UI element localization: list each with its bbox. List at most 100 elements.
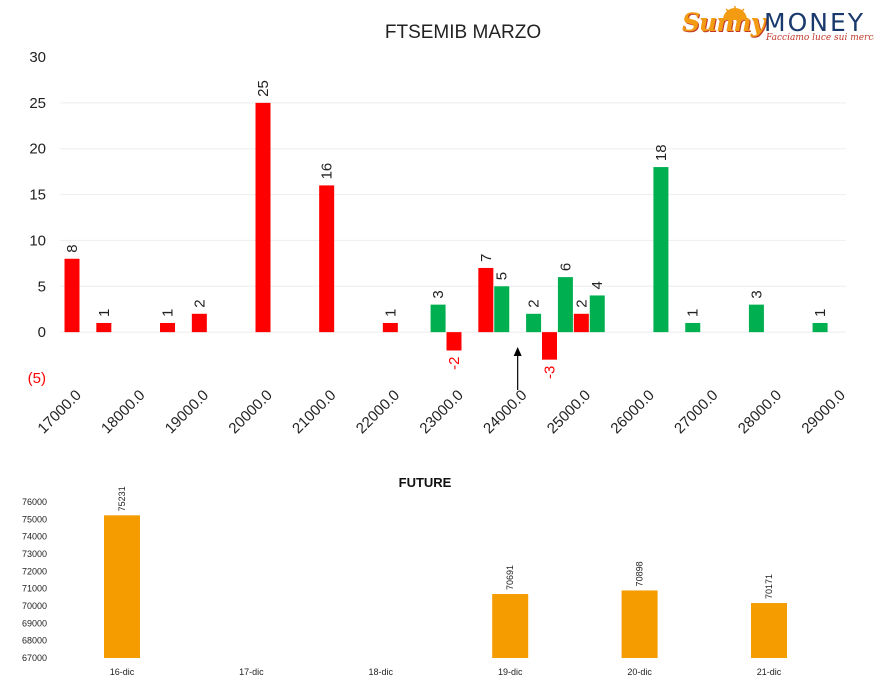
y-tick-label: 15 <box>29 187 46 204</box>
annotation-arrow-head <box>513 347 522 356</box>
x-tick-label: 18000.0 <box>98 387 148 437</box>
sun-icon <box>723 6 747 20</box>
bar <box>751 603 787 658</box>
y-tick-label: 10 <box>29 232 46 249</box>
y-tick-label: 68000 <box>22 636 47 646</box>
logo-tagline: Facciamo luce sui mercati <box>766 33 874 43</box>
bar <box>494 286 510 333</box>
bar-value-label: 16 <box>319 163 336 180</box>
bar-value-label: 3 <box>430 290 447 298</box>
x-tick-label: 17000.0 <box>34 387 84 437</box>
y-tick-label: 0 <box>38 324 46 341</box>
y-tick-label: 70000 <box>22 601 47 611</box>
y-tick-label: 76000 <box>22 497 47 507</box>
logo-brand-left: Sunny <box>682 8 765 37</box>
bar <box>526 313 542 333</box>
bar <box>685 322 701 333</box>
y-tick-label: 67000 <box>22 653 47 663</box>
x-tick-label: 24000.0 <box>480 387 530 437</box>
bar <box>104 515 140 658</box>
bar-value-label: 75231 <box>117 486 127 511</box>
chart-title: FTSEMIB MARZO <box>385 22 541 43</box>
bar-value-label: 2 <box>191 299 208 307</box>
x-tick-label: 19000.0 <box>162 387 212 437</box>
bar-value-label: 4 <box>589 281 606 289</box>
bar-value-label: -2 <box>446 356 463 369</box>
x-tick-label: 23000.0 <box>416 387 466 437</box>
bar-value-label: 6 <box>557 263 574 271</box>
x-tick-label: 21-dic <box>757 667 782 677</box>
bar <box>160 322 175 333</box>
x-tick-label: 25000.0 <box>544 387 594 437</box>
bar-value-label: 1 <box>96 309 113 317</box>
bar <box>492 594 529 658</box>
y-tick-label: 75000 <box>22 514 47 524</box>
bar-value-label: 70691 <box>505 565 515 590</box>
x-axis-ticks: 16-dic 17-dic 18-dic 19-dic 20-dic 21-dic <box>110 667 782 677</box>
y-axis-ticks: 76000 75000 74000 73000 72000 71000 70000 69000… <box>22 497 47 663</box>
bars <box>64 102 828 360</box>
bar-value-label: -3 <box>542 366 559 379</box>
y-tick-label: 30 <box>29 49 46 66</box>
bar <box>573 313 589 333</box>
annotations <box>513 347 522 390</box>
bar <box>812 322 828 333</box>
data-labels: 8 1 1 2 25 16 1 -2 7 -3 2 3 5 2 6 4 18 1 3 1 <box>64 80 829 379</box>
y-tick-label: 72000 <box>22 566 47 576</box>
x-tick-label: 17-dic <box>239 667 264 677</box>
bar-value-label: 1 <box>382 309 399 317</box>
bar <box>191 313 207 333</box>
y-tick-label: (5) <box>28 370 46 387</box>
y-tick-label: 69000 <box>22 618 47 628</box>
data-labels: 75231 70691 70898 70171 <box>117 486 774 599</box>
bar <box>621 590 658 658</box>
bar-value-label: 70171 <box>764 574 774 599</box>
x-tick-label: 21000.0 <box>289 387 339 437</box>
bar-value-label: 1 <box>812 309 829 317</box>
x-tick-label: 29000.0 <box>798 387 848 437</box>
bar-value-label: 25 <box>255 80 272 97</box>
bar-value-label: 70898 <box>635 561 645 586</box>
x-tick-label: 19-dic <box>498 667 523 677</box>
y-tick-label: 25 <box>29 95 46 112</box>
bar-value-label: 18 <box>653 144 670 161</box>
x-tick-label: 18-dic <box>369 667 394 677</box>
bar <box>557 277 573 333</box>
x-tick-label: 28000.0 <box>735 387 785 437</box>
bar-value-label: 2 <box>526 299 543 307</box>
x-tick-label: 26000.0 <box>607 387 657 437</box>
x-tick-label: 20-dic <box>627 667 652 677</box>
future-chart: FUTURE 76000 75000 74000 73000 72000 71000 700… <box>22 475 787 677</box>
bar <box>542 332 557 360</box>
x-tick-label: 16-dic <box>110 667 135 677</box>
x-tick-label: 22000.0 <box>353 387 403 437</box>
x-tick-label: 27000.0 <box>671 387 721 437</box>
logo-brand-right: MONEY <box>764 8 866 37</box>
chart-title: FUTURE <box>399 475 452 490</box>
bar <box>319 185 335 333</box>
bar <box>748 304 764 333</box>
bar <box>589 295 605 333</box>
y-axis-ticks: 30 25 20 15 10 5 0 (5) <box>28 49 46 387</box>
y-tick-label: 74000 <box>22 532 47 542</box>
bar <box>96 322 112 333</box>
y-tick-label: 71000 <box>22 584 47 594</box>
x-axis-ticks: 17000.0 18000.0 19000.0 20000.0 21000.0 22000… <box>34 387 848 437</box>
bar-value-label: 5 <box>494 272 511 280</box>
bar-value-label: 1 <box>685 309 702 317</box>
bar <box>430 304 446 333</box>
gridlines <box>60 102 846 333</box>
bars <box>104 515 787 658</box>
bar-value-label: 7 <box>478 254 495 262</box>
sunny-money-logo: Sunny MONEY Facciamo luce sui mercati <box>680 6 874 46</box>
bar <box>382 322 398 333</box>
bar-value-label: 8 <box>64 244 81 252</box>
bar-value-label: 1 <box>160 309 177 317</box>
y-tick-label: 20 <box>29 141 46 158</box>
x-tick-label: 20000.0 <box>225 387 275 437</box>
bar <box>255 102 271 333</box>
bar-value-label: 2 <box>573 299 590 307</box>
y-tick-label: 5 <box>38 278 46 295</box>
bar <box>446 332 462 351</box>
